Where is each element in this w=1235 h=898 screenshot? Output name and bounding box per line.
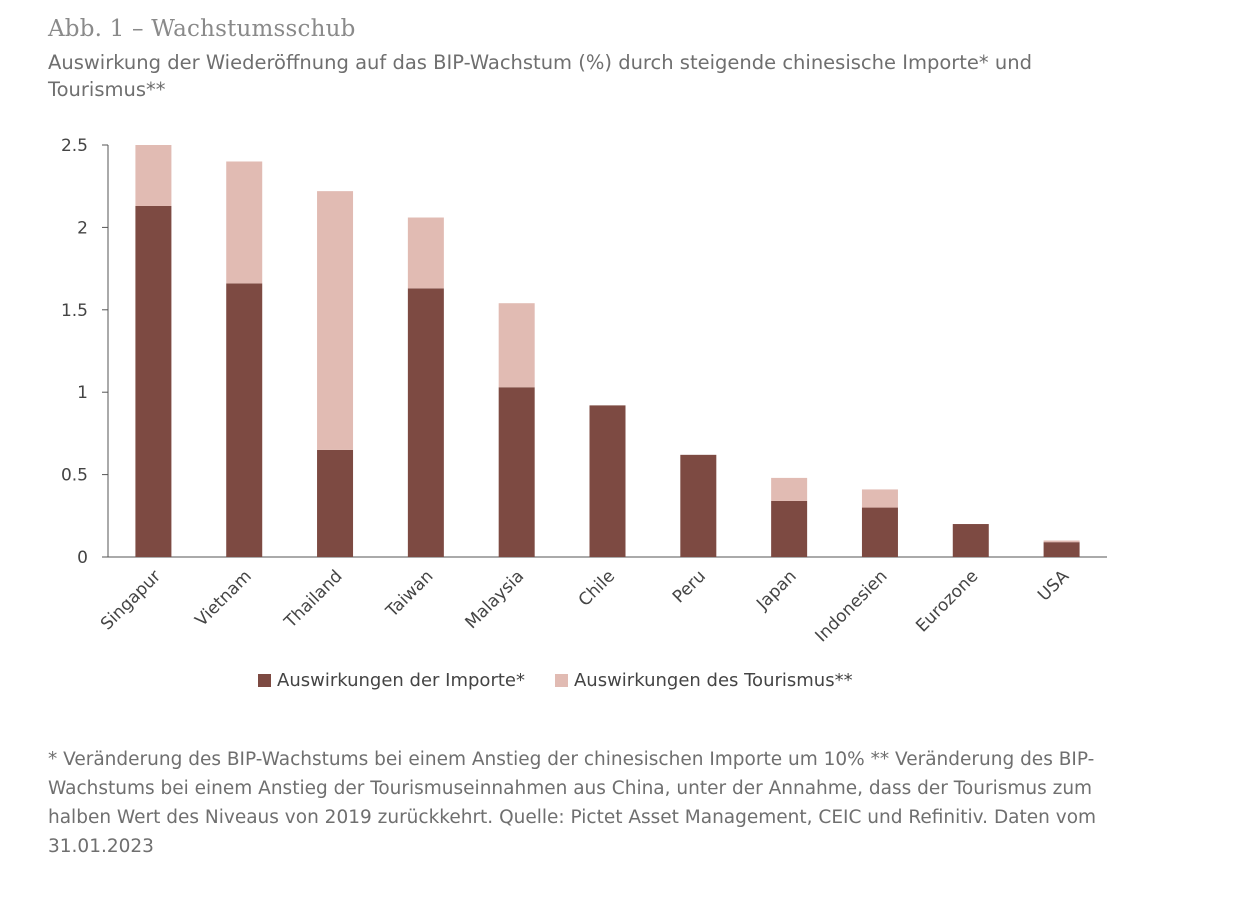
bar-imports <box>680 454 717 557</box>
bar-imports <box>226 283 263 557</box>
y-tick-label: 1 <box>77 383 88 403</box>
bar-tourism <box>1043 540 1080 543</box>
chart-title: Abb. 1 – Wachstumsschub <box>48 16 356 42</box>
footnote: * Veränderung des BIP-Wachstums bei eine… <box>48 749 1097 857</box>
bar-imports <box>952 524 989 557</box>
y-tick-label: 0 <box>77 548 88 568</box>
x-tick-label: Eurozone <box>912 566 982 636</box>
y-tick-label: 2 <box>77 218 88 238</box>
x-tick-label: Malaysia <box>462 566 529 633</box>
x-tick-label: Indonesien <box>812 566 892 646</box>
legend-swatch-tourism <box>554 674 568 687</box>
x-tick-label: Japan <box>752 566 800 614</box>
chart-legend: Auswirkungen der Importe* Auswirkungen d… <box>258 670 853 691</box>
bar-tourism <box>135 145 172 206</box>
y-tick-label: 2.5 <box>61 136 88 156</box>
bar-imports <box>135 205 172 557</box>
bar-tourism <box>407 217 444 289</box>
bar-tourism <box>771 477 808 501</box>
bar-imports <box>1043 542 1080 557</box>
legend-item-imports: Auswirkungen der Importe* <box>258 670 525 691</box>
bar-tourism <box>226 161 263 284</box>
x-tick-label: Singapur <box>97 566 165 634</box>
bar-tourism <box>861 489 898 508</box>
x-tick-label: Chile <box>575 566 619 610</box>
bar-imports <box>589 405 626 557</box>
y-tick-label: 1.5 <box>61 301 88 321</box>
bar-imports <box>407 288 444 557</box>
x-tick-label: Thailand <box>280 566 346 632</box>
bar-tourism <box>317 191 354 450</box>
bar-tourism <box>498 303 535 388</box>
legend-swatch-imports <box>258 674 271 687</box>
bar-imports <box>771 500 808 557</box>
legend-item-tourism: Auswirkungen des Tourismus** <box>554 670 853 691</box>
legend-label-tourism: Auswirkungen des Tourismus** <box>573 670 853 691</box>
x-tick-label: Vietnam <box>192 566 256 630</box>
chart-subtitle: Auswirkung der Wiederöffnung auf das BIP… <box>48 51 1032 101</box>
legend-label-imports: Auswirkungen der Importe* <box>277 670 525 691</box>
x-tick-label: Peru <box>669 566 710 607</box>
x-tick-label: Taiwan <box>382 566 438 622</box>
bar-imports <box>317 449 354 557</box>
y-tick-label: 0.5 <box>61 466 88 486</box>
bar-imports <box>861 507 898 557</box>
x-tick-label: USA <box>1034 566 1073 605</box>
bar-imports <box>498 387 535 557</box>
